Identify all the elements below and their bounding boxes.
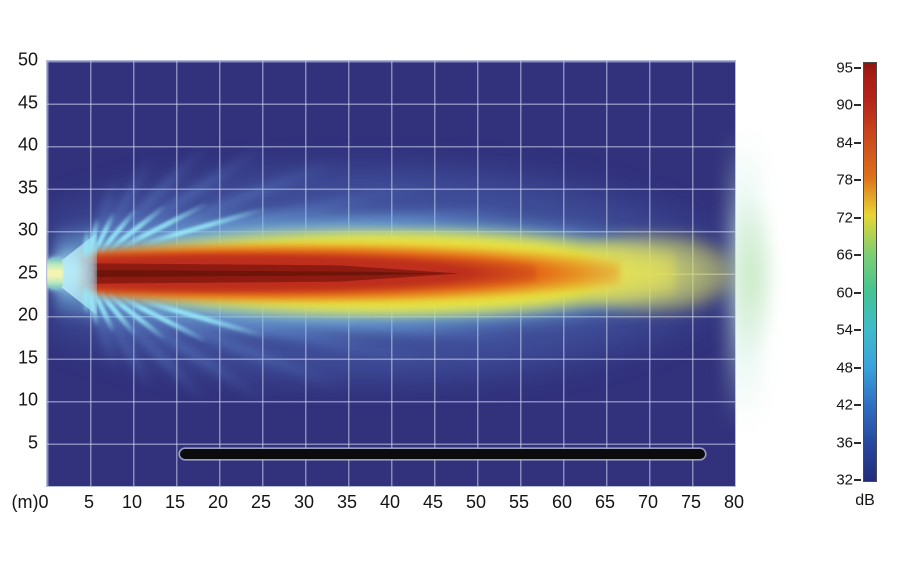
x-tick-label: (m)0 xyxy=(11,492,49,512)
y-tick-label: 15 xyxy=(17,347,38,367)
colorbar-tick-label: 72 xyxy=(836,209,853,227)
x-tick-label: 40 xyxy=(379,492,401,512)
colorbar-tick-label: 60 xyxy=(836,284,853,302)
x-tick-label: 65 xyxy=(594,492,616,512)
colorbar-tick-mark xyxy=(854,329,861,332)
y-tick-label: 25 xyxy=(17,262,38,282)
colorbar-tick-label: 78 xyxy=(836,171,853,189)
colorbar-gradient xyxy=(863,62,877,482)
colorbar-tick-label: 90 xyxy=(836,96,853,114)
grid-lines xyxy=(47,61,735,486)
x-tick-label: 45 xyxy=(422,492,444,512)
x-tick-label: 80 xyxy=(723,492,745,512)
colorbar-tick-mark xyxy=(854,291,861,294)
y-tick-label: 50 xyxy=(17,49,38,70)
colorbar-tick-label: 54 xyxy=(836,321,853,339)
y-tick-label: 30 xyxy=(17,219,38,240)
colorbar-tick-mark xyxy=(854,404,861,407)
x-tick-label: 15 xyxy=(164,492,186,512)
colorbar-tick-mark xyxy=(854,441,861,444)
colorbar-tick-label: 36 xyxy=(836,434,853,451)
x-tick-label: 75 xyxy=(680,492,702,512)
y-tick-label: 45 xyxy=(17,92,38,112)
y-tick-label: 40 xyxy=(17,134,38,155)
colorbar-tick-mark xyxy=(854,67,861,69)
colorbar-tick-mark xyxy=(854,216,861,219)
x-tick-label: 25 xyxy=(250,492,272,512)
colorbar-tick-label: 84 xyxy=(836,134,853,152)
x-tick-label: 35 xyxy=(336,492,358,512)
x-tick-label: 60 xyxy=(551,492,573,512)
colorbar-tick-label: 95 xyxy=(836,59,853,77)
y-tick-label: 20 xyxy=(17,304,38,325)
colorbar-tick-mark xyxy=(854,366,861,369)
colorbar-tick-mark xyxy=(854,179,861,182)
x-tick-label: 20 xyxy=(207,492,229,512)
y-tick-label: 10 xyxy=(17,389,38,410)
y-tick-label: 5 xyxy=(27,432,38,452)
x-tick-label: 10 xyxy=(121,492,143,512)
colorbar-tick-label: 42 xyxy=(836,396,853,414)
x-tick-label: 70 xyxy=(637,492,659,512)
receiver-bar xyxy=(180,449,705,459)
x-tick-label: 5 xyxy=(83,492,95,512)
plot-area xyxy=(46,60,736,487)
x-tick-label: 50 xyxy=(465,492,487,512)
x-tick-label: 30 xyxy=(293,492,315,512)
y-tick-label: 35 xyxy=(17,177,38,197)
colorbar-tick-mark xyxy=(854,478,861,481)
colorbar-unit-label: dB xyxy=(855,492,875,509)
x-tick-label: 55 xyxy=(508,492,530,512)
colorbar-tick-mark xyxy=(854,254,861,257)
colorbar-tick-label: 32 xyxy=(836,471,853,489)
colorbar-tick-mark xyxy=(854,141,861,144)
colorbar-tick-mark xyxy=(854,104,861,107)
colorbar-tick-label: 66 xyxy=(836,246,853,264)
colorbar-tick-label: 48 xyxy=(836,359,853,377)
